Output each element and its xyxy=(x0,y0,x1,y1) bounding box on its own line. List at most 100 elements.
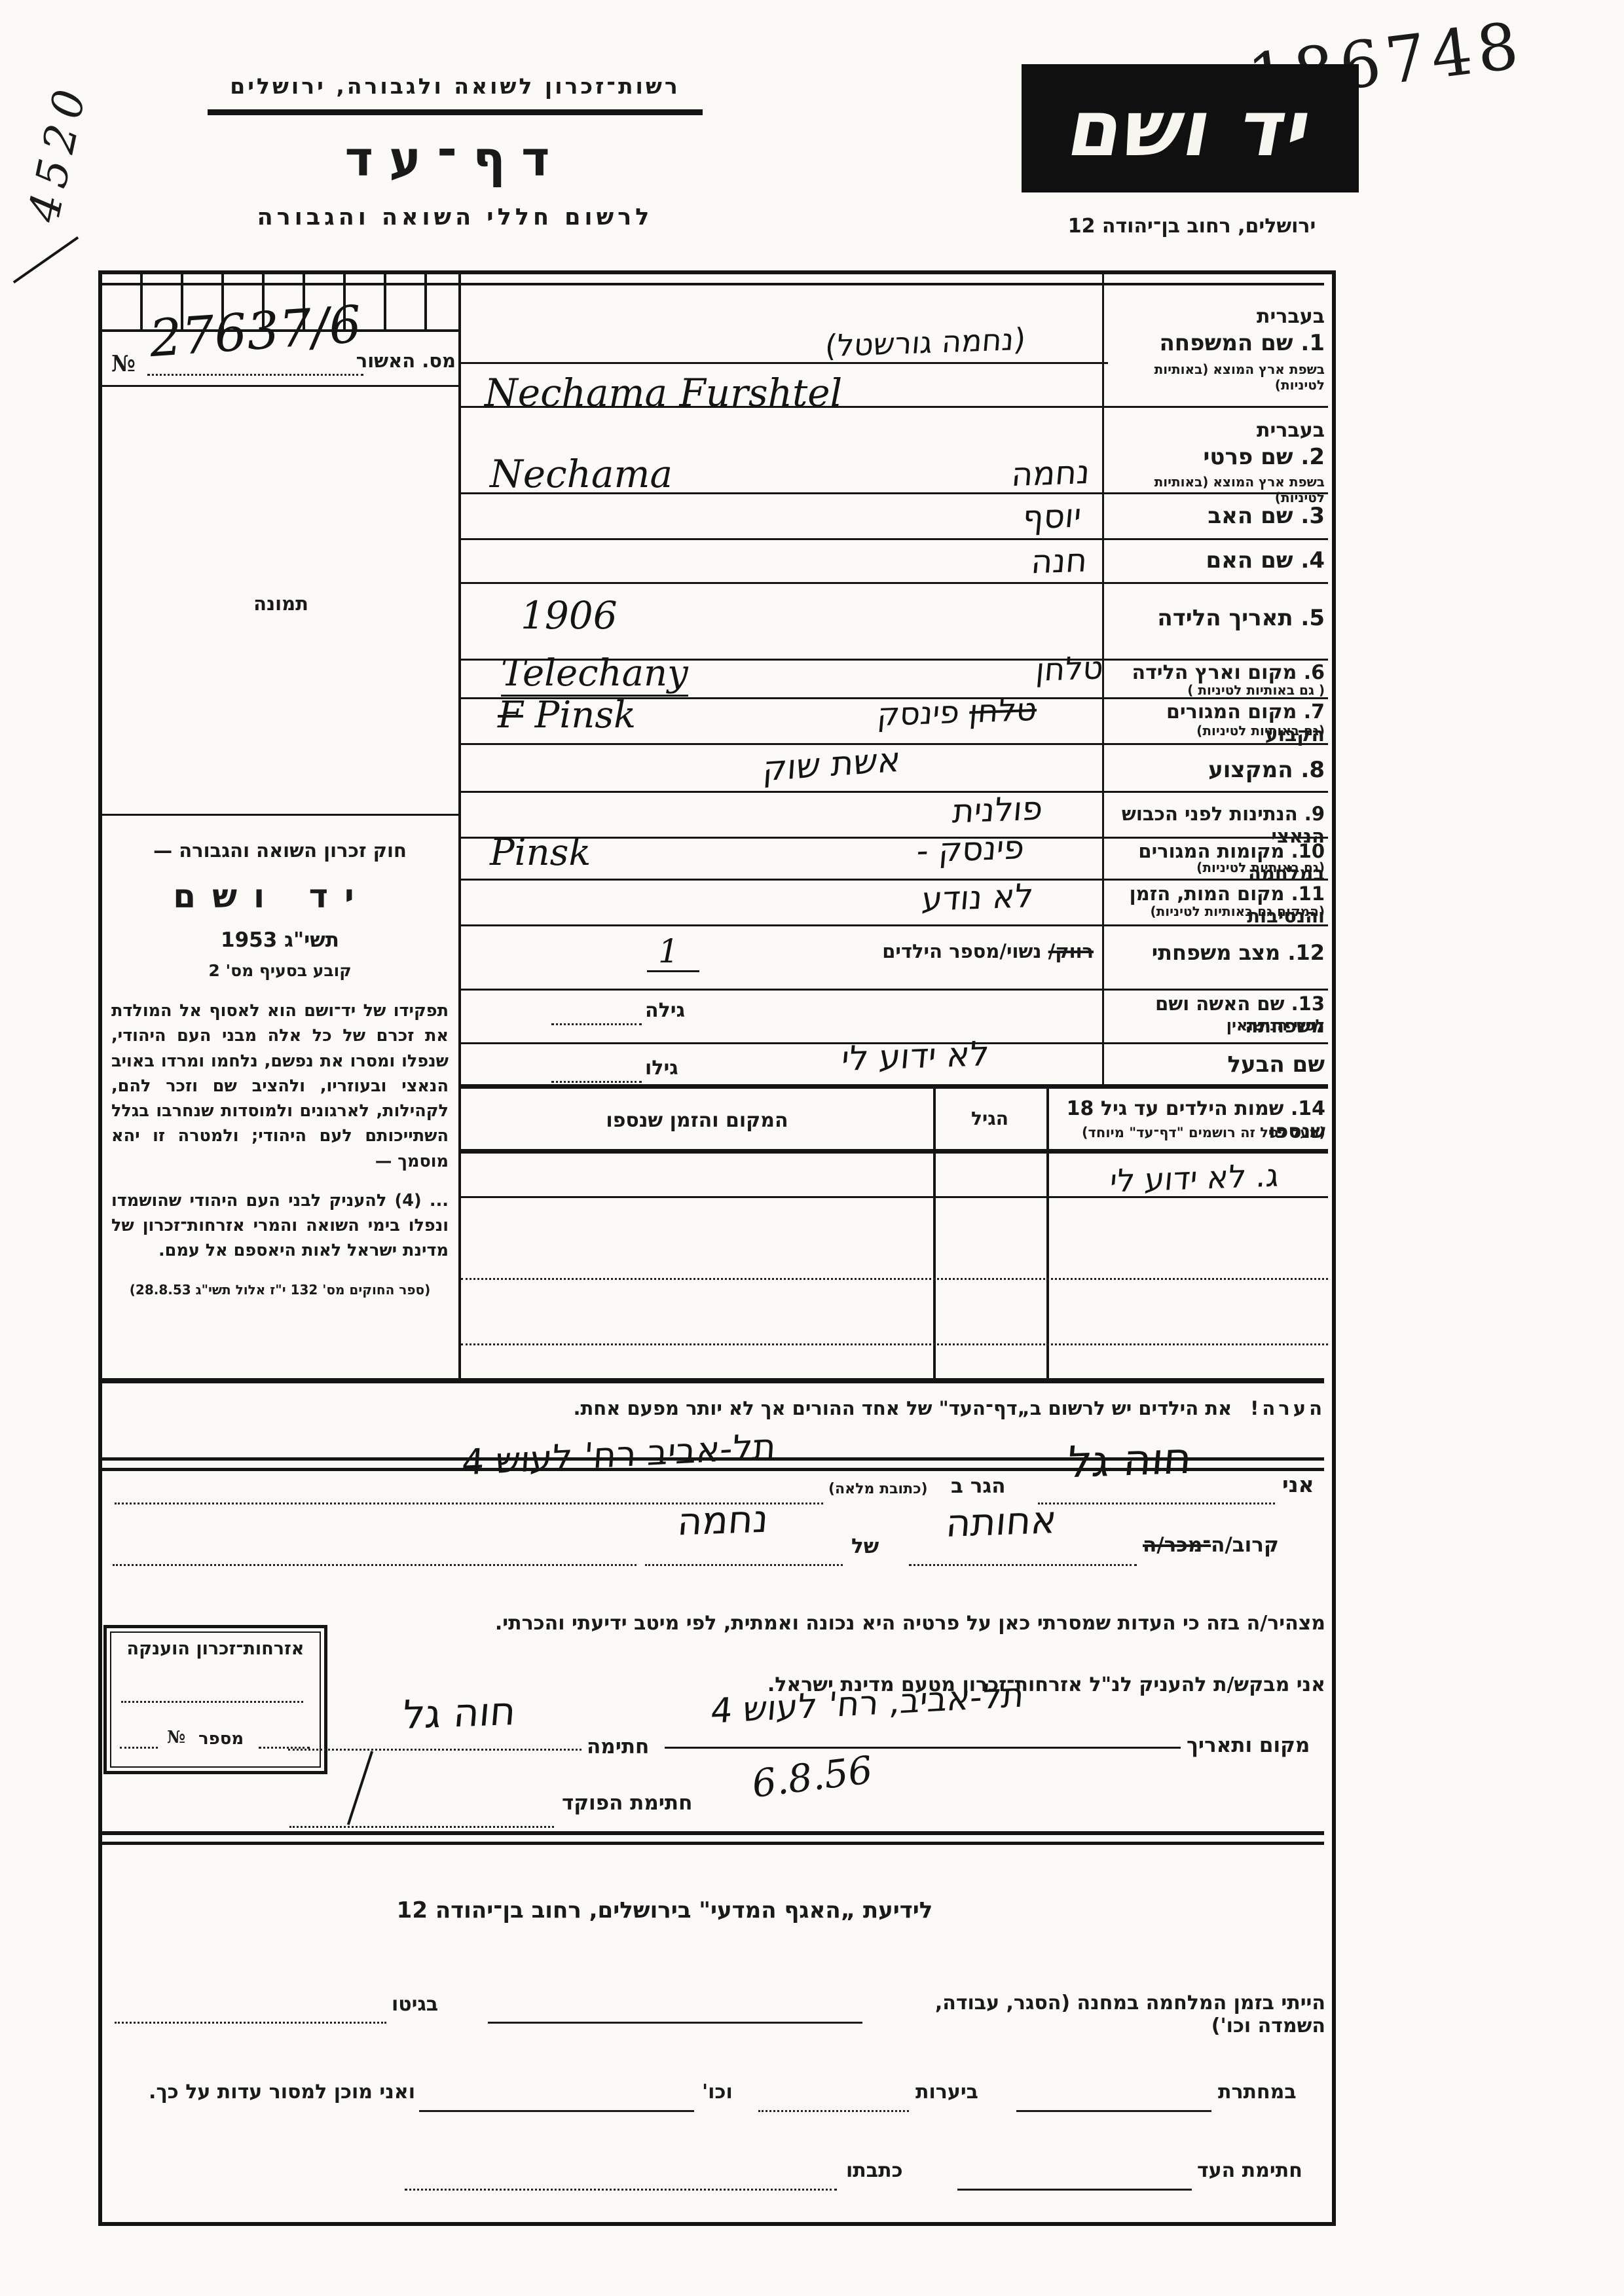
stray-pen-stroke xyxy=(12,236,79,284)
marital-status-printed: רווק/ נשוי/מספר הילדים xyxy=(694,940,1094,962)
row14-sub: (מעל לגיל זה רושמים "דף־עד" מיוחד) xyxy=(1081,1125,1325,1140)
thick-rule-above-children-table xyxy=(461,1084,1328,1089)
hw-residence-hebrew: טלחן פינסק xyxy=(876,691,1039,734)
law-paragraph-2: ... (4) להעניק לבני העם היהודי שהושמדו ו… xyxy=(111,1190,449,1261)
official-signature-line xyxy=(289,1824,554,1828)
row14-title: 14. שמות הילדים עד גיל 18 שנספו xyxy=(1066,1097,1325,1143)
row6-title: 6. מקום וארץ הלידה xyxy=(1132,661,1325,684)
children-table-row-line xyxy=(461,1196,1328,1198)
hw-war-residence-latin: Pinsk xyxy=(490,831,591,874)
footer-double-rule-1 xyxy=(102,1831,1324,1835)
row1-language-label: בעברית xyxy=(1257,305,1325,328)
row9-title: 9. הנתינות לפני הכבוש הנאצי xyxy=(1121,803,1325,847)
note-double-rule-1 xyxy=(102,1457,1324,1461)
grant-box-no-sign: № xyxy=(167,1728,186,1747)
row2-title: 2. שם פרטי xyxy=(1203,444,1325,470)
marital-status-struck-option: רווק/ xyxy=(1048,940,1094,962)
declaration-text: מצהיר/ה בזה כי העדות שמסרתי כאן על פרטיה… xyxy=(494,1612,1325,1635)
footer-underground-line xyxy=(1016,2092,1211,2112)
hw-residence-latin: F Pinsk xyxy=(498,694,636,737)
footer-ghetto-label: בגיטו xyxy=(392,1993,439,2016)
hw-residence-hebrew-kept: פינסק xyxy=(876,693,961,734)
approval-row-rule xyxy=(102,385,460,387)
row-line xyxy=(461,659,1328,661)
form-subtitle: לרשום חללי השואה והגבורה xyxy=(257,204,654,230)
hw-first-name-hebrew: נחמה xyxy=(1010,452,1092,494)
row4-title: 4. שם האם xyxy=(1206,547,1325,574)
witness-name-line xyxy=(1038,1501,1275,1504)
form-outer-border xyxy=(98,270,1336,2226)
footer-double-rule-2 xyxy=(102,1842,1324,1845)
footer-etc-label: וכו' xyxy=(702,2081,733,2104)
row-line xyxy=(461,697,1328,699)
wife-age-dots xyxy=(551,1021,642,1025)
photo-cell-rule xyxy=(102,814,460,816)
logo-address: ירושלים, רחוב בן־יהודה 12 xyxy=(1067,215,1316,238)
grant-box-dotted-line xyxy=(121,1699,303,1703)
relative-label-struck: ־מכר/ה xyxy=(1143,1533,1211,1557)
row-line xyxy=(461,837,1328,839)
hw-birth-year: 1906 xyxy=(521,593,618,638)
law-name: יד ושם xyxy=(173,877,371,915)
husband-age-dots xyxy=(551,1079,642,1083)
authority-name: רשות־זכרון לשואה ולגבורה, ירושלים xyxy=(230,73,680,99)
hw-mother-name: חנה xyxy=(1029,541,1089,581)
law-footnote: (ספר החוקים מס' 132 י"ז אלול תשי"ג 28.8.… xyxy=(129,1281,431,1298)
row8-title: 8. המקצוע xyxy=(1208,757,1325,783)
no-sign: № xyxy=(111,351,136,377)
header-block: רשות־זכרון לשואה ולגבורה, ירושלים דף־עד … xyxy=(190,73,720,230)
footer-ghetto-line xyxy=(115,2003,386,2024)
grant-box-title: אזרחות־זכרון הוענקה xyxy=(126,1639,304,1659)
footer-camp-line xyxy=(488,2003,862,2024)
row5-title: 5. תאריך הלידה xyxy=(1157,605,1325,631)
resides-label: הגר ב xyxy=(951,1474,1006,1498)
grant-box: אזרחות־זכרון הוענקה № מספר xyxy=(103,1625,327,1774)
of-line xyxy=(645,1562,843,1566)
row13-title: 13. שם האשה ושם משפחתה xyxy=(1155,993,1325,1037)
hw-witness-name: חוה גל xyxy=(1065,1432,1194,1488)
grant-box-inner-border xyxy=(110,1631,321,1768)
hw-of-name: נחמה xyxy=(676,1496,771,1544)
note-double-rule-2 xyxy=(102,1468,1324,1471)
form-title: דף־עד xyxy=(344,131,566,187)
row-line xyxy=(461,989,1328,991)
row6-sub: ( גם באותיות לטיניות ) xyxy=(1187,682,1325,698)
children-table-age-header: הגיל xyxy=(971,1108,1008,1129)
row-line xyxy=(461,362,1108,364)
row-line xyxy=(461,538,1328,540)
label-column-divider xyxy=(1102,274,1104,1086)
main-grid-bottom-rule xyxy=(102,1378,1324,1383)
law-block: חוק זכרון השואה והגבורה — יד ושם תשי"ג 1… xyxy=(111,818,449,1298)
approval-number-line xyxy=(147,372,363,376)
grant-box-number-dots-left xyxy=(120,1745,158,1749)
row13-sub: לפני הנישואין xyxy=(1226,1016,1325,1034)
handwritten-file-number-left: 4520 xyxy=(18,77,98,227)
hw-husband-name: לא ידוע לי xyxy=(840,1034,991,1080)
footer-forests-label: ביערות xyxy=(915,2081,978,2104)
law-year: תשי"ג 1953 xyxy=(221,928,339,952)
row1-sub: בשפת ארץ המוצא (באותיות לטיניות) xyxy=(1154,361,1325,393)
footer-ready-text: ואני מוכן למסור עדות על כך. xyxy=(149,2081,415,2104)
row10-sub: (גם באותיות לטיניות) xyxy=(1196,860,1325,875)
hw-death-place: לא נודע xyxy=(920,876,1035,919)
hw-children-entry: ג. לא ידוע לי xyxy=(1108,1157,1281,1200)
law-title: חוק זכרון השואה והגבורה — xyxy=(153,839,407,862)
i-label: אני xyxy=(1282,1472,1314,1497)
row2-sub: בשפת ארץ המוצא (באותיות לטיניות) xyxy=(1154,474,1325,505)
hw-birthplace-hebrew: טלחן xyxy=(1034,649,1105,689)
row12-title: 12. מצב משפחתי xyxy=(1151,940,1325,965)
hw-residence-latin-kept: Pinsk xyxy=(534,694,636,737)
official-signature-label: חתימת הפוקד xyxy=(562,1791,693,1815)
children-table-header-rule xyxy=(461,1149,1328,1154)
relative-label-kept: קרוב/ה xyxy=(1211,1533,1279,1557)
grant-box-number-label: מספר xyxy=(198,1729,244,1749)
row11-sub: (המקום גם באותיות לטיניות) xyxy=(1150,903,1325,919)
marital-status-options: נשוי/מספר הילדים xyxy=(882,940,1048,962)
header-rule xyxy=(208,109,703,115)
footer-address-line xyxy=(405,2170,837,2191)
row-line xyxy=(461,492,1328,494)
row-line xyxy=(461,406,1328,408)
place-date-label: מקום ותאריך xyxy=(1187,1734,1310,1757)
hw-residence-latin-struck: F xyxy=(498,694,523,737)
